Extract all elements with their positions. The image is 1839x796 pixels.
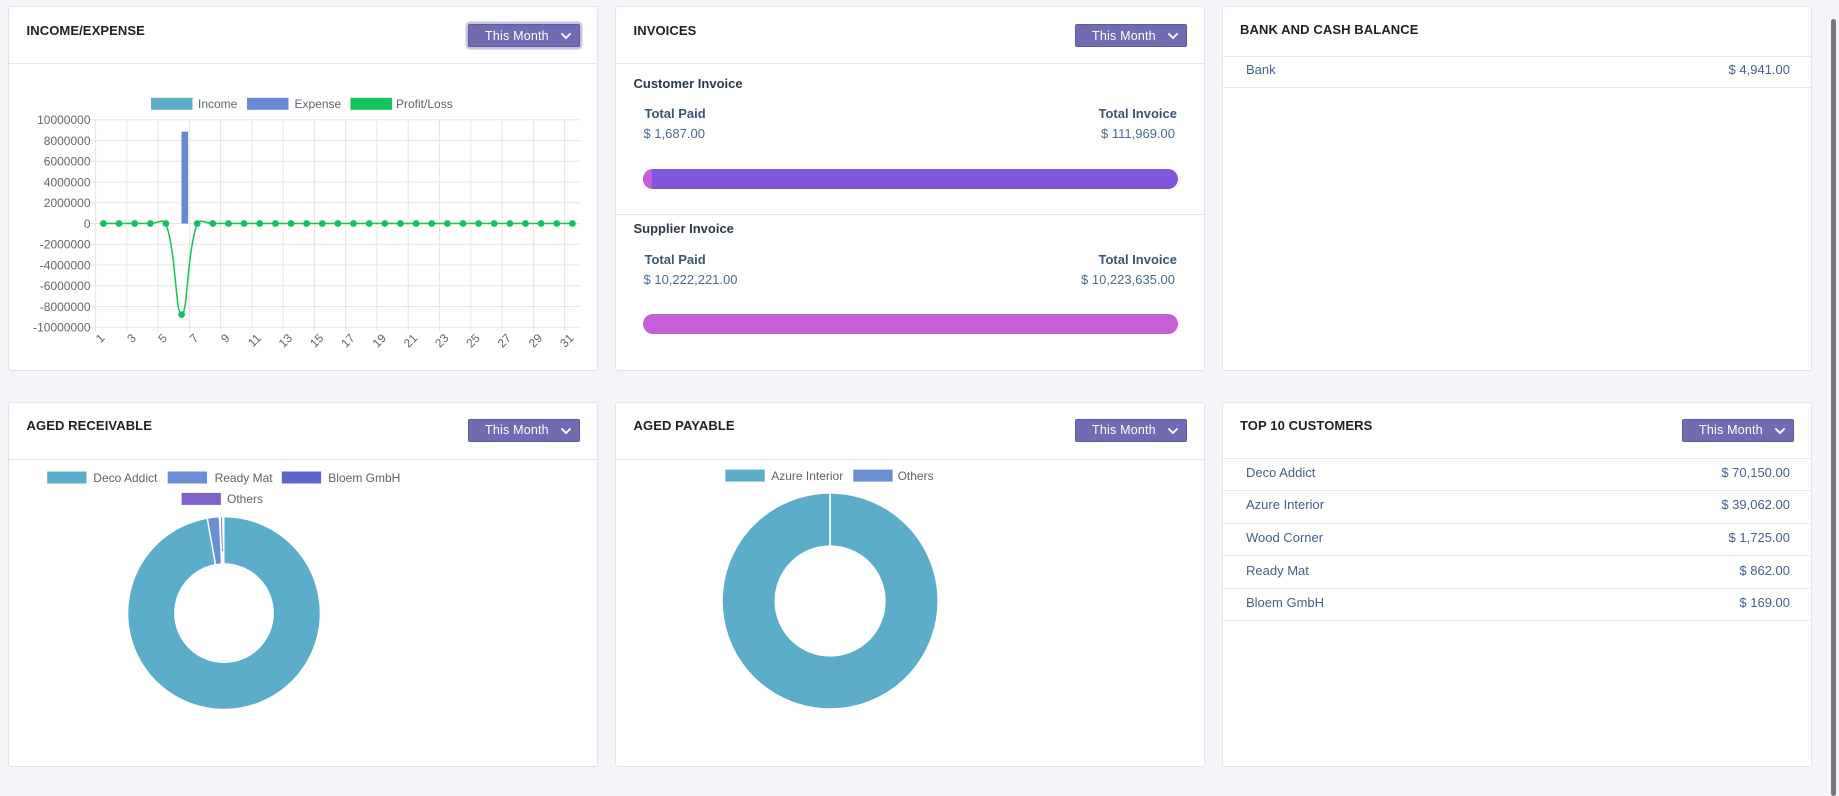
svg-text:3: 3 <box>124 331 139 346</box>
svg-text:8000000: 8000000 <box>44 134 91 148</box>
svg-text:9: 9 <box>218 331 233 346</box>
svg-text:Others: Others <box>898 469 934 483</box>
svg-text:17: 17 <box>338 331 358 351</box>
svg-text:13: 13 <box>276 331 296 351</box>
svg-text:10000000: 10000000 <box>37 113 91 127</box>
svg-text:Bloem GmbH: Bloem GmbH <box>328 471 400 485</box>
svg-text:-6000000: -6000000 <box>40 279 91 293</box>
svg-text:Azure Interior: Azure Interior <box>771 469 843 483</box>
svg-text:2000000: 2000000 <box>44 196 91 210</box>
svg-text:5: 5 <box>155 331 170 346</box>
svg-text:23: 23 <box>432 331 452 351</box>
svg-text:-10000000: -10000000 <box>33 321 91 335</box>
svg-text:4000000: 4000000 <box>44 175 91 189</box>
svg-text:29: 29 <box>526 331 546 351</box>
svg-text:15: 15 <box>307 331 327 351</box>
svg-text:Others: Others <box>227 492 263 506</box>
svg-text:0: 0 <box>84 217 91 231</box>
svg-text:21: 21 <box>401 331 421 351</box>
svg-text:1: 1 <box>93 331 108 346</box>
svg-text:Deco Addict: Deco Addict <box>93 471 158 485</box>
svg-text:27: 27 <box>495 331 515 351</box>
svg-text:11: 11 <box>245 331 264 350</box>
svg-text:25: 25 <box>463 331 483 351</box>
svg-text:Income: Income <box>198 97 238 111</box>
svg-text:-2000000: -2000000 <box>40 238 91 252</box>
svg-text:Profit/Loss: Profit/Loss <box>396 97 453 111</box>
svg-text:31: 31 <box>557 331 577 351</box>
svg-text:-8000000: -8000000 <box>40 300 91 314</box>
svg-text:7: 7 <box>187 331 202 346</box>
svg-text:-4000000: -4000000 <box>40 258 91 272</box>
svg-text:6000000: 6000000 <box>44 155 91 169</box>
svg-text:19: 19 <box>370 331 390 351</box>
svg-text:Ready Mat: Ready Mat <box>215 471 274 485</box>
svg-text:Expense: Expense <box>295 97 342 111</box>
